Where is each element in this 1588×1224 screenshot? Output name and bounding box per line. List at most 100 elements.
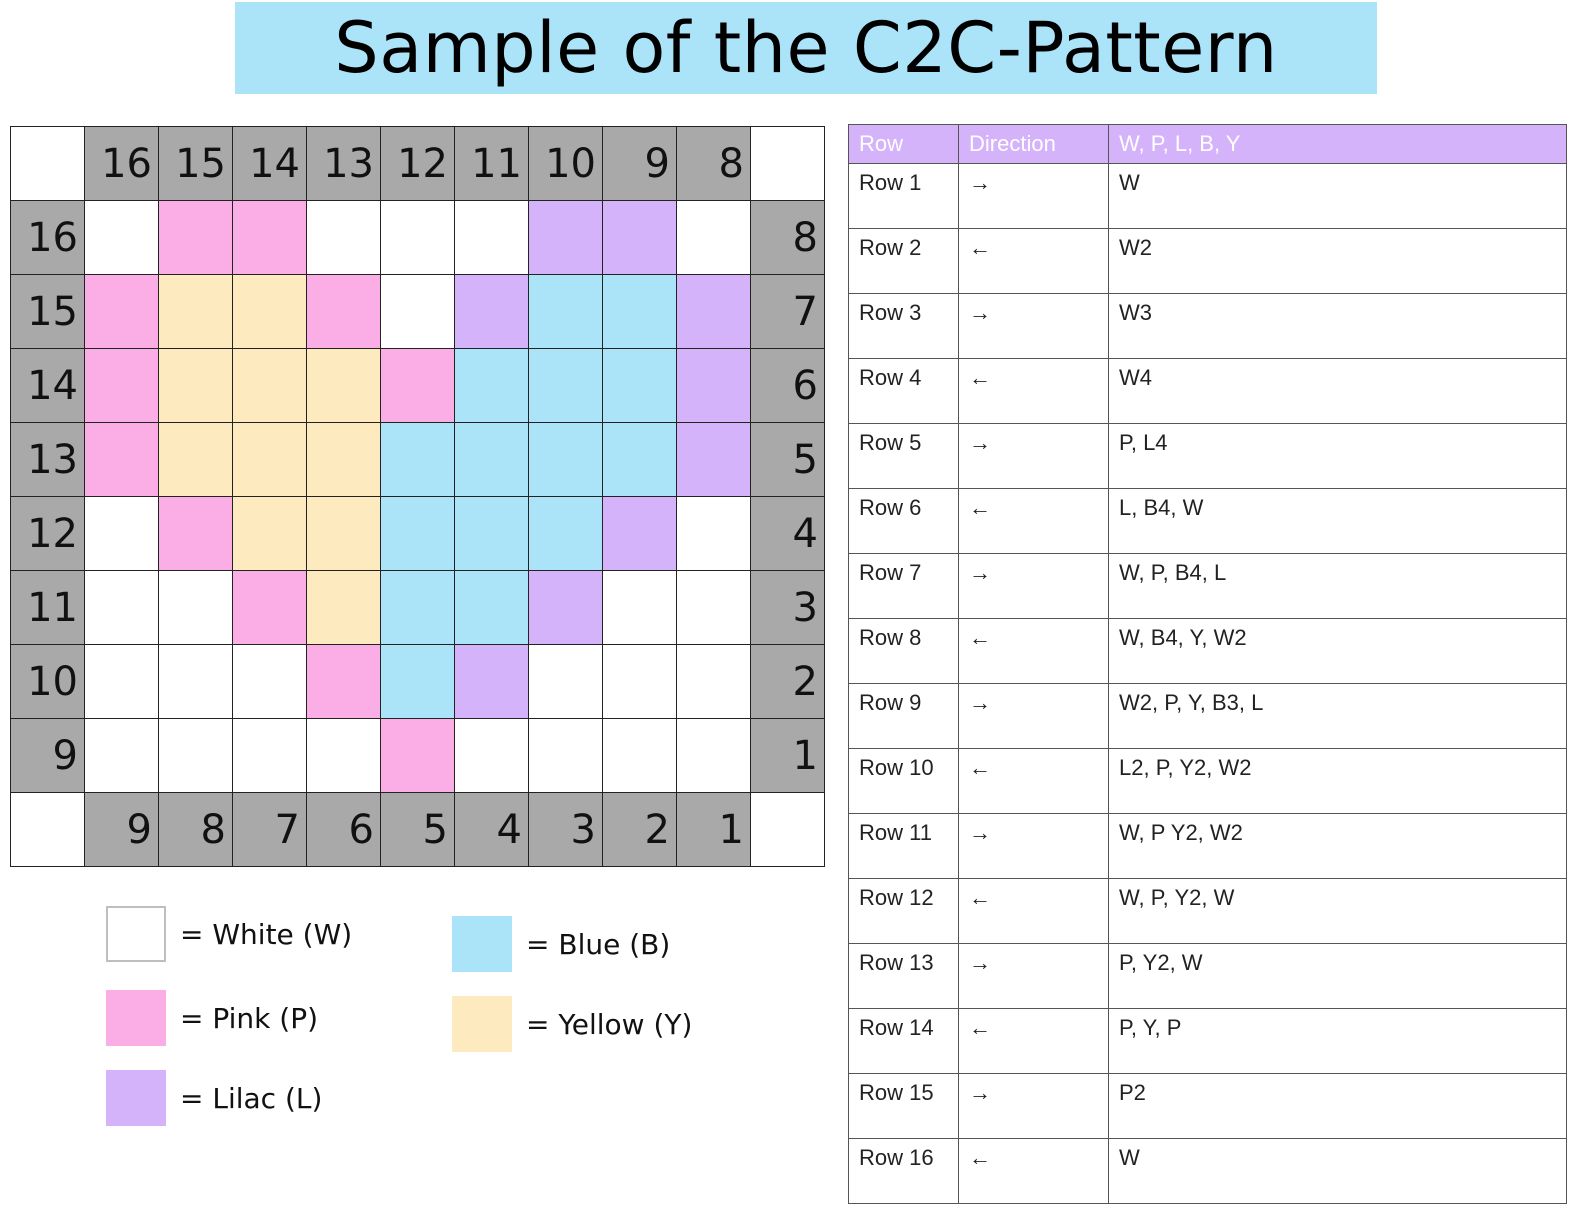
bottom-label: 8 — [159, 793, 232, 866]
row-colors: W, P Y2, W2 — [1108, 813, 1567, 879]
right-label: 5 — [751, 423, 824, 496]
bottom-label: 1 — [677, 793, 750, 866]
table-row: Row 5 → P, L4 — [848, 423, 1567, 489]
table-row: Row 1 → W — [848, 163, 1567, 229]
pattern-cell — [381, 645, 454, 718]
pattern-cell — [677, 201, 750, 274]
top-label: 10 — [529, 127, 602, 200]
pattern-cell — [529, 645, 602, 718]
row-colors: W, P, Y2, W — [1108, 878, 1567, 944]
pattern-cell — [233, 645, 306, 718]
row-colors: P, Y2, W — [1108, 943, 1567, 1009]
pattern-cell — [603, 719, 676, 792]
header-row: Row — [848, 124, 959, 164]
right-label: 3 — [751, 571, 824, 644]
legend-label: = Lilac (L) — [180, 1081, 323, 1115]
row-number: Row 11 — [848, 813, 959, 879]
pattern-cell — [455, 497, 528, 570]
left-label: 15 — [11, 275, 84, 348]
pattern-cell — [381, 571, 454, 644]
table-row: Row 12 ← W, P, Y2, W — [848, 878, 1567, 944]
pattern-cell — [455, 571, 528, 644]
right-label: 7 — [751, 275, 824, 348]
pattern-cell — [677, 645, 750, 718]
top-label: 14 — [233, 127, 306, 200]
pattern-cell — [677, 497, 750, 570]
pattern-cell — [307, 201, 380, 274]
pattern-cell — [85, 645, 158, 718]
pattern-cell — [381, 201, 454, 274]
row-colors: W — [1108, 1138, 1567, 1204]
pattern-cell — [455, 645, 528, 718]
pattern-cell — [233, 571, 306, 644]
pattern-cell — [233, 201, 306, 274]
bottom-label: 4 — [455, 793, 528, 866]
row-direction: ← — [958, 878, 1109, 944]
row-number: Row 9 — [848, 683, 959, 749]
legend-label: = Pink (P) — [180, 1001, 319, 1035]
legend-swatch — [452, 996, 512, 1052]
pattern-cell — [85, 497, 158, 570]
row-direction: ← — [958, 1138, 1109, 1204]
pattern-cell — [677, 719, 750, 792]
pattern-cell — [233, 275, 306, 348]
row-direction: → — [958, 553, 1109, 619]
left-label: 13 — [11, 423, 84, 496]
table-row: Row 14 ← P, Y, P — [848, 1008, 1567, 1074]
row-direction: ← — [958, 1008, 1109, 1074]
row-number: Row 4 — [848, 358, 959, 424]
row-direction: → — [958, 943, 1109, 1009]
pattern-cell — [233, 423, 306, 496]
bottom-label: 9 — [85, 793, 158, 866]
row-direction: → — [958, 423, 1109, 489]
left-label: 10 — [11, 645, 84, 718]
row-colors: W, P, B4, L — [1108, 553, 1567, 619]
pattern-cell — [529, 423, 602, 496]
bottom-label: 5 — [381, 793, 454, 866]
pattern-cell — [529, 497, 602, 570]
row-colors: W — [1108, 163, 1567, 229]
table-row: Row 6 ← L, B4, W — [848, 488, 1567, 554]
bottom-label: 7 — [233, 793, 306, 866]
top-label: 11 — [455, 127, 528, 200]
pattern-cell — [85, 201, 158, 274]
pattern-cell — [529, 719, 602, 792]
pattern-cell — [85, 349, 158, 422]
legend-swatch — [452, 916, 512, 972]
pattern-cell — [529, 201, 602, 274]
row-colors: P, Y, P — [1108, 1008, 1567, 1074]
table-row: Row 8 ← W, B4, Y, W2 — [848, 618, 1567, 684]
legend-item: = White (W) — [106, 906, 352, 962]
pattern-cell — [529, 275, 602, 348]
pattern-cell — [455, 201, 528, 274]
pattern-cell — [85, 571, 158, 644]
pattern-cell — [455, 275, 528, 348]
bottom-label: 6 — [307, 793, 380, 866]
row-number: Row 15 — [848, 1073, 959, 1139]
pattern-cell — [233, 497, 306, 570]
pattern-cell — [603, 645, 676, 718]
legend-swatch — [106, 1070, 166, 1126]
row-instructions-table-wrap: Row Direction W, P, L, B, Y Row 1 → W Row 2… — [848, 124, 1567, 1204]
table-row: Row 3 → W3 — [848, 293, 1567, 359]
row-direction: → — [958, 1073, 1109, 1139]
pattern-cell — [529, 349, 602, 422]
top-label: 16 — [85, 127, 158, 200]
row-colors: W2, P, Y, B3, L — [1108, 683, 1567, 749]
legend-item: = Pink (P) — [106, 990, 318, 1046]
pattern-cell — [159, 571, 232, 644]
pattern-cell — [455, 719, 528, 792]
pattern-cell — [307, 275, 380, 348]
pattern-cell — [677, 571, 750, 644]
pattern-cell — [381, 423, 454, 496]
pattern-cell — [381, 719, 454, 792]
page-title: Sample of the C2C-Pattern — [334, 7, 1278, 89]
left-label: 12 — [11, 497, 84, 570]
row-direction: ← — [958, 488, 1109, 554]
table-row: Row 2 ← W2 — [848, 228, 1567, 294]
pattern-cell — [529, 571, 602, 644]
row-number: Row 3 — [848, 293, 959, 359]
right-label: 4 — [751, 497, 824, 570]
row-colors: W2 — [1108, 228, 1567, 294]
pattern-cell — [159, 645, 232, 718]
